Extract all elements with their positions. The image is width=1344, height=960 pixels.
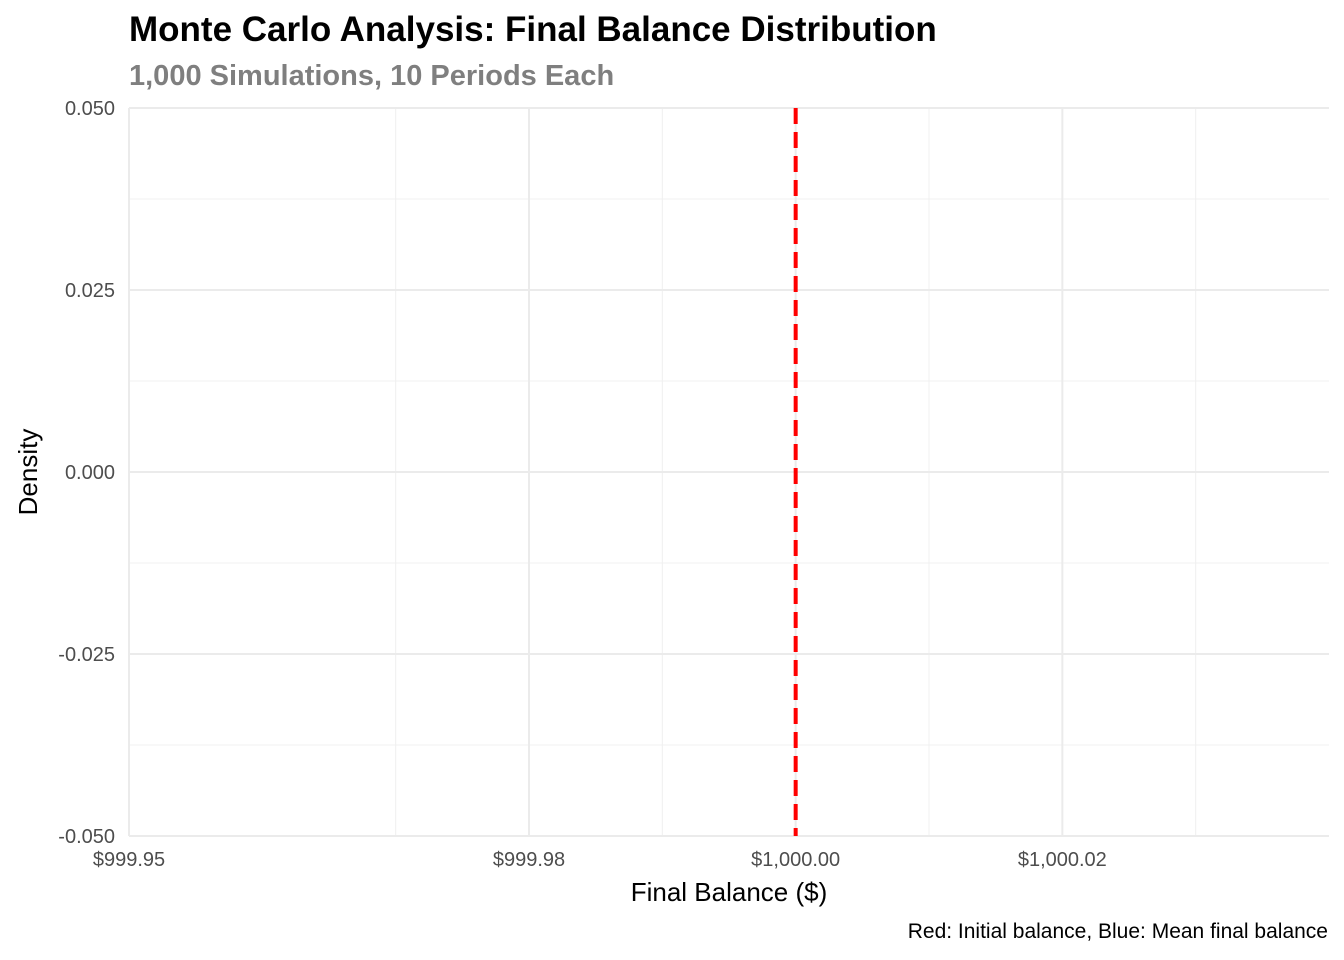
chart-title: Monte Carlo Analysis: Final Balance Dist… — [129, 10, 937, 49]
chart-caption: Red: Initial balance, Blue: Mean final b… — [907, 920, 1328, 943]
major-gridlines — [128, 107, 1329, 837]
x-tick-label: $999.95 — [93, 849, 165, 871]
x-axis-title: Final Balance ($) — [631, 877, 828, 907]
y-axis-title: Density — [13, 429, 43, 516]
x-axis-tick-labels: $999.95 $999.98 $1,000.00 $1,000.02 — [93, 849, 1107, 871]
chart-subtitle: 1,000 Simulations, 10 Periods Each — [129, 60, 615, 92]
x-tick-label: $999.98 — [493, 849, 565, 871]
y-tick-label: 0.000 — [65, 462, 115, 484]
y-tick-label: 0.050 — [65, 98, 115, 120]
x-tick-label: $1,000.00 — [751, 849, 840, 871]
y-tick-label: -0.025 — [58, 644, 115, 666]
x-tick-label: $1,000.02 — [1018, 849, 1107, 871]
y-axis-tick-labels: -0.050 -0.025 0.000 0.025 0.050 — [58, 98, 115, 848]
y-tick-label: 0.025 — [65, 280, 115, 302]
y-tick-label: -0.050 — [58, 826, 115, 848]
